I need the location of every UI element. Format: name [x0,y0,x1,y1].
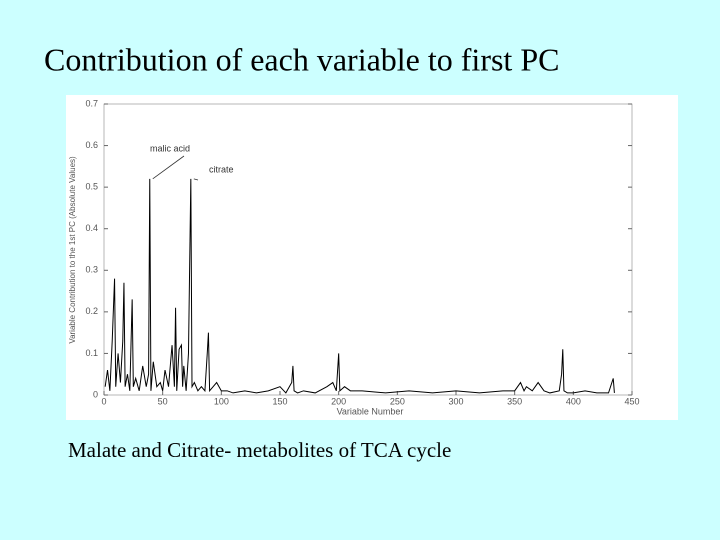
x-tick-label: 450 [624,396,639,406]
annotation-arrow [152,155,185,180]
chart-background [66,95,678,420]
x-tick-label: 150 [272,396,287,406]
y-tick-label: 0.3 [85,265,98,275]
x-tick-label: 350 [507,396,522,406]
x-tick-label: 200 [331,396,346,406]
x-tick-label: 250 [390,396,405,406]
plot-frame [103,103,633,396]
data-line [104,178,615,394]
y-tick-label: 0.7 [85,98,98,108]
y-tick-label: 0 [93,389,98,399]
caption: Malate and Citrate- metabolites of TCA c… [68,438,451,462]
x-tick-label: 100 [214,396,229,406]
y-axis-label: Variable Contribution to the 1st PC (Abs… [68,156,77,344]
x-axis-label: Variable Number [337,406,404,416]
y-tick-label: 0.6 [85,140,98,150]
y-tick-label: 0.5 [85,182,98,192]
x-tick-label: 50 [158,396,168,406]
slide-title: Contribution of each variable to first P… [44,41,559,77]
x-tick-label: 300 [448,396,463,406]
annotation: malic acid [150,143,190,153]
annotation: citrate [209,164,234,174]
y-tick-label: 0.2 [85,306,98,316]
y-tick-label: 0.4 [85,223,98,233]
y-tick-label: 0.1 [85,348,98,358]
x-tick-label: 400 [566,396,581,406]
x-tick-label: 0 [101,396,106,406]
annotation-arrow [193,178,199,181]
